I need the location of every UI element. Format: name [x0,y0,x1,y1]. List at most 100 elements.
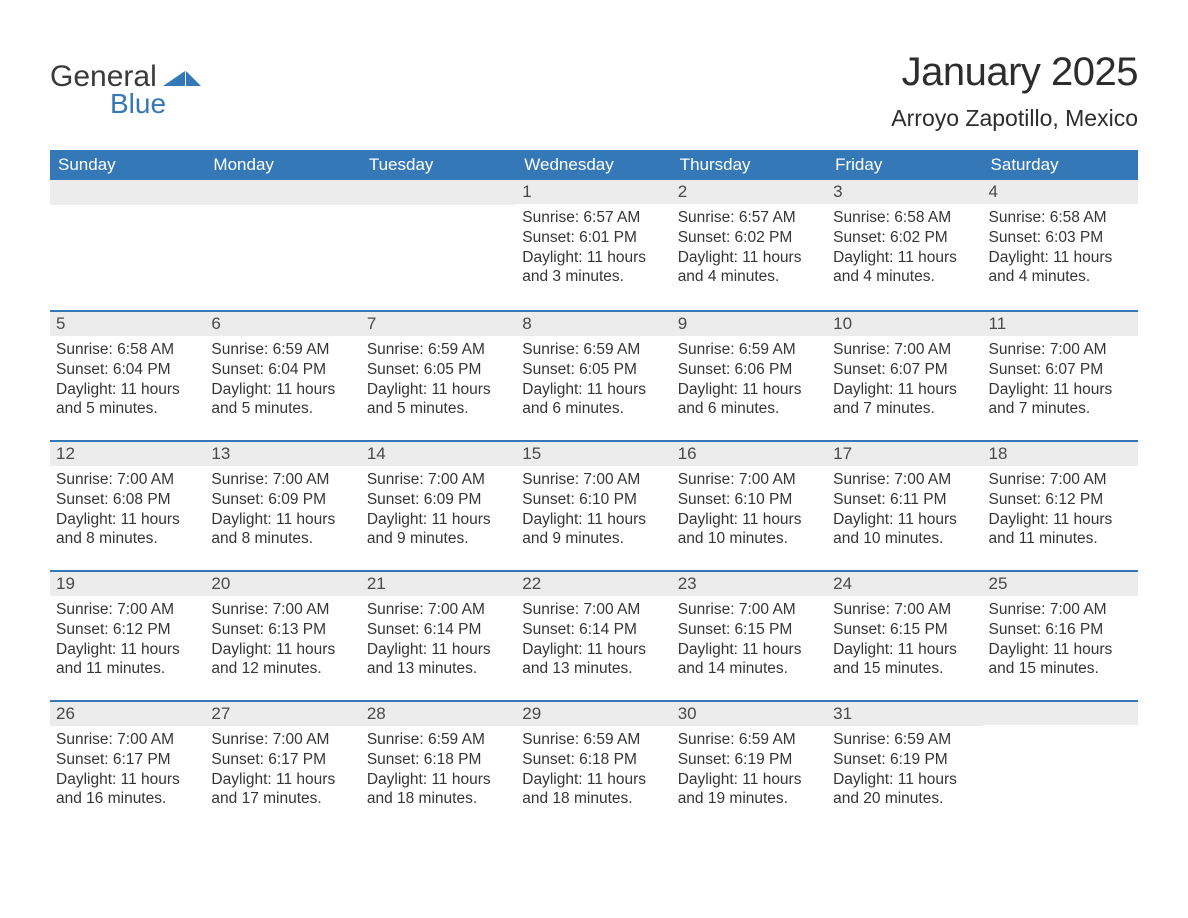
calendar-cell: 31Sunrise: 6:59 AMSunset: 6:19 PMDayligh… [827,700,982,830]
sunrise-line: Sunrise: 6:57 AM [678,208,821,228]
day-number-bar: 11 [983,310,1138,336]
sunrise-line: Sunrise: 7:00 AM [211,730,354,750]
sunset-line: Sunset: 6:19 PM [833,750,976,770]
day-number-bar: 25 [983,570,1138,596]
sunrise-line: Sunrise: 7:00 AM [522,600,665,620]
calendar-cell: 2Sunrise: 6:57 AMSunset: 6:02 PMDaylight… [672,180,827,310]
sunrise-line: Sunrise: 7:00 AM [211,470,354,490]
calendar-cell: 18Sunrise: 7:00 AMSunset: 6:12 PMDayligh… [983,440,1138,570]
daylight-line: Daylight: 11 hours and 4 minutes. [989,248,1132,288]
day-number-bar: 10 [827,310,982,336]
day-details: Sunrise: 6:57 AMSunset: 6:01 PMDaylight:… [516,204,671,293]
day-number-bar: 19 [50,570,205,596]
day-details: Sunrise: 6:59 AMSunset: 6:05 PMDaylight:… [361,336,516,425]
sunset-line: Sunset: 6:16 PM [989,620,1132,640]
day-number-bar: 21 [361,570,516,596]
daylight-line: Daylight: 11 hours and 8 minutes. [56,510,199,550]
calendar-cell: 14Sunrise: 7:00 AMSunset: 6:09 PMDayligh… [361,440,516,570]
day-details: Sunrise: 7:00 AMSunset: 6:10 PMDaylight:… [516,466,671,555]
day-number-bar: 13 [205,440,360,466]
day-details: Sunrise: 7:00 AMSunset: 6:14 PMDaylight:… [516,596,671,685]
daylight-line: Daylight: 11 hours and 17 minutes. [211,770,354,810]
sunset-line: Sunset: 6:10 PM [678,490,821,510]
sunrise-line: Sunrise: 7:00 AM [367,600,510,620]
sunrise-line: Sunrise: 7:00 AM [989,470,1132,490]
day-details: Sunrise: 6:59 AMSunset: 6:19 PMDaylight:… [672,726,827,815]
day-number-bar: 2 [672,180,827,204]
sunset-line: Sunset: 6:15 PM [678,620,821,640]
daylight-line: Daylight: 11 hours and 13 minutes. [367,640,510,680]
daylight-line: Daylight: 11 hours and 9 minutes. [522,510,665,550]
sunrise-line: Sunrise: 7:00 AM [56,470,199,490]
day-number-bar: 24 [827,570,982,596]
sunset-line: Sunset: 6:06 PM [678,360,821,380]
day-details: Sunrise: 7:00 AMSunset: 6:09 PMDaylight:… [361,466,516,555]
sunset-line: Sunset: 6:14 PM [367,620,510,640]
calendar-cell: 16Sunrise: 7:00 AMSunset: 6:10 PMDayligh… [672,440,827,570]
sunrise-line: Sunrise: 7:00 AM [56,730,199,750]
daylight-line: Daylight: 11 hours and 16 minutes. [56,770,199,810]
day-details: Sunrise: 6:57 AMSunset: 6:02 PMDaylight:… [672,204,827,293]
day-details: Sunrise: 6:58 AMSunset: 6:03 PMDaylight:… [983,204,1138,293]
day-number-bar: 27 [205,700,360,726]
day-number-bar: 7 [361,310,516,336]
day-details: Sunrise: 7:00 AMSunset: 6:14 PMDaylight:… [361,596,516,685]
day-header: Friday [827,150,982,180]
day-header: Wednesday [516,150,671,180]
sunrise-line: Sunrise: 6:57 AM [522,208,665,228]
sunrise-line: Sunrise: 7:00 AM [833,600,976,620]
daylight-line: Daylight: 11 hours and 14 minutes. [678,640,821,680]
sunrise-line: Sunrise: 7:00 AM [56,600,199,620]
day-details: Sunrise: 7:00 AMSunset: 6:15 PMDaylight:… [827,596,982,685]
day-number-bar: 3 [827,180,982,204]
day-header: Thursday [672,150,827,180]
day-header: Saturday [983,150,1138,180]
day-number-bar: 8 [516,310,671,336]
day-details: Sunrise: 7:00 AMSunset: 6:07 PMDaylight:… [827,336,982,425]
sunrise-line: Sunrise: 7:00 AM [989,340,1132,360]
sunrise-line: Sunrise: 6:58 AM [833,208,976,228]
day-number-bar: 29 [516,700,671,726]
day-number-bar: 30 [672,700,827,726]
daylight-line: Daylight: 11 hours and 15 minutes. [989,640,1132,680]
sunrise-line: Sunrise: 6:59 AM [367,340,510,360]
day-number-bar-empty [361,180,516,205]
logo-word-blue: Blue [110,88,166,120]
sunset-line: Sunset: 6:15 PM [833,620,976,640]
sunset-line: Sunset: 6:12 PM [56,620,199,640]
day-details: Sunrise: 7:00 AMSunset: 6:12 PMDaylight:… [983,466,1138,555]
calendar-table: SundayMondayTuesdayWednesdayThursdayFrid… [50,150,1138,830]
day-number-bar: 5 [50,310,205,336]
day-number-bar: 15 [516,440,671,466]
calendar-cell: 5Sunrise: 6:58 AMSunset: 6:04 PMDaylight… [50,310,205,440]
sunrise-line: Sunrise: 6:59 AM [211,340,354,360]
day-details: Sunrise: 7:00 AMSunset: 6:17 PMDaylight:… [50,726,205,815]
day-details: Sunrise: 7:00 AMSunset: 6:12 PMDaylight:… [50,596,205,685]
day-number-bar: 22 [516,570,671,596]
sunset-line: Sunset: 6:14 PM [522,620,665,640]
calendar-cell: 26Sunrise: 7:00 AMSunset: 6:17 PMDayligh… [50,700,205,830]
day-details: Sunrise: 6:58 AMSunset: 6:02 PMDaylight:… [827,204,982,293]
daylight-line: Daylight: 11 hours and 19 minutes. [678,770,821,810]
day-details: Sunrise: 6:59 AMSunset: 6:18 PMDaylight:… [361,726,516,815]
day-details: Sunrise: 6:59 AMSunset: 6:18 PMDaylight:… [516,726,671,815]
day-details: Sunrise: 6:58 AMSunset: 6:04 PMDaylight:… [50,336,205,425]
day-number-bar-empty [983,700,1138,725]
calendar-cell: 13Sunrise: 7:00 AMSunset: 6:09 PMDayligh… [205,440,360,570]
day-number-bar: 4 [983,180,1138,204]
day-number-bar: 12 [50,440,205,466]
daylight-line: Daylight: 11 hours and 7 minutes. [833,380,976,420]
calendar-cell [361,180,516,310]
calendar-cell: 8Sunrise: 6:59 AMSunset: 6:05 PMDaylight… [516,310,671,440]
sunrise-line: Sunrise: 6:59 AM [678,340,821,360]
daylight-line: Daylight: 11 hours and 12 minutes. [211,640,354,680]
calendar-cell: 17Sunrise: 7:00 AMSunset: 6:11 PMDayligh… [827,440,982,570]
calendar-cell: 30Sunrise: 6:59 AMSunset: 6:19 PMDayligh… [672,700,827,830]
daylight-line: Daylight: 11 hours and 11 minutes. [989,510,1132,550]
calendar-cell [205,180,360,310]
day-details: Sunrise: 6:59 AMSunset: 6:06 PMDaylight:… [672,336,827,425]
daylight-line: Daylight: 11 hours and 15 minutes. [833,640,976,680]
sunset-line: Sunset: 6:01 PM [522,228,665,248]
day-number-bar: 17 [827,440,982,466]
daylight-line: Daylight: 11 hours and 5 minutes. [211,380,354,420]
